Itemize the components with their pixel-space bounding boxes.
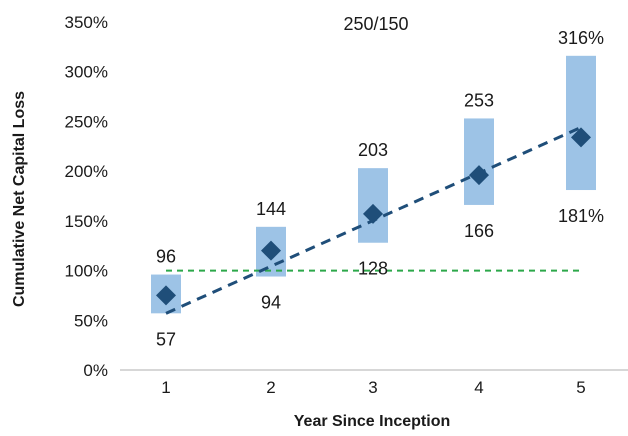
y-axis-title: Cumulative Net Capital Loss xyxy=(11,91,28,307)
high-label: 253 xyxy=(464,90,494,110)
point-marker xyxy=(571,127,591,148)
x-tick-label: 1 xyxy=(161,378,170,397)
y-tick-label: 300% xyxy=(65,63,108,82)
chart-annotation: 250/150 xyxy=(343,14,408,34)
x-tick-label: 5 xyxy=(576,378,585,397)
y-tick-label: 50% xyxy=(74,311,108,330)
data-labels: 96 144 203 253 316% 57 94 128 166 181% xyxy=(156,28,604,350)
range-box xyxy=(566,55,596,191)
y-tick-labels: 0% 50% 100% 150% 200% 250% 300% 350% xyxy=(65,13,108,380)
high-label: 316% xyxy=(558,28,604,48)
x-tick-label: 4 xyxy=(474,378,483,397)
marker-layer xyxy=(156,127,591,306)
y-tick-label: 100% xyxy=(65,262,108,281)
y-tick-label: 350% xyxy=(65,13,108,32)
low-label: 128 xyxy=(358,259,388,279)
range-box xyxy=(464,118,494,205)
low-label: 181% xyxy=(558,206,604,226)
high-label: 203 xyxy=(358,140,388,160)
low-label: 57 xyxy=(156,329,176,349)
range-boxes xyxy=(151,55,596,314)
x-axis-title: Year Since Inception xyxy=(294,413,451,430)
point-marker xyxy=(156,285,176,306)
low-label: 166 xyxy=(464,221,494,241)
point-marker xyxy=(261,240,281,261)
y-tick-label: 150% xyxy=(65,212,108,231)
low-label: 94 xyxy=(261,293,281,313)
high-label: 96 xyxy=(156,247,176,267)
y-tick-label: 0% xyxy=(83,361,108,380)
high-label: 144 xyxy=(256,199,286,219)
y-tick-label: 200% xyxy=(65,162,108,181)
point-marker xyxy=(469,165,489,186)
y-tick-label: 250% xyxy=(65,112,108,131)
point-marker xyxy=(363,203,383,224)
x-tick-label: 3 xyxy=(368,378,377,397)
x-tick-labels: 1 2 3 4 5 xyxy=(161,378,585,397)
x-tick-label: 2 xyxy=(266,378,275,397)
